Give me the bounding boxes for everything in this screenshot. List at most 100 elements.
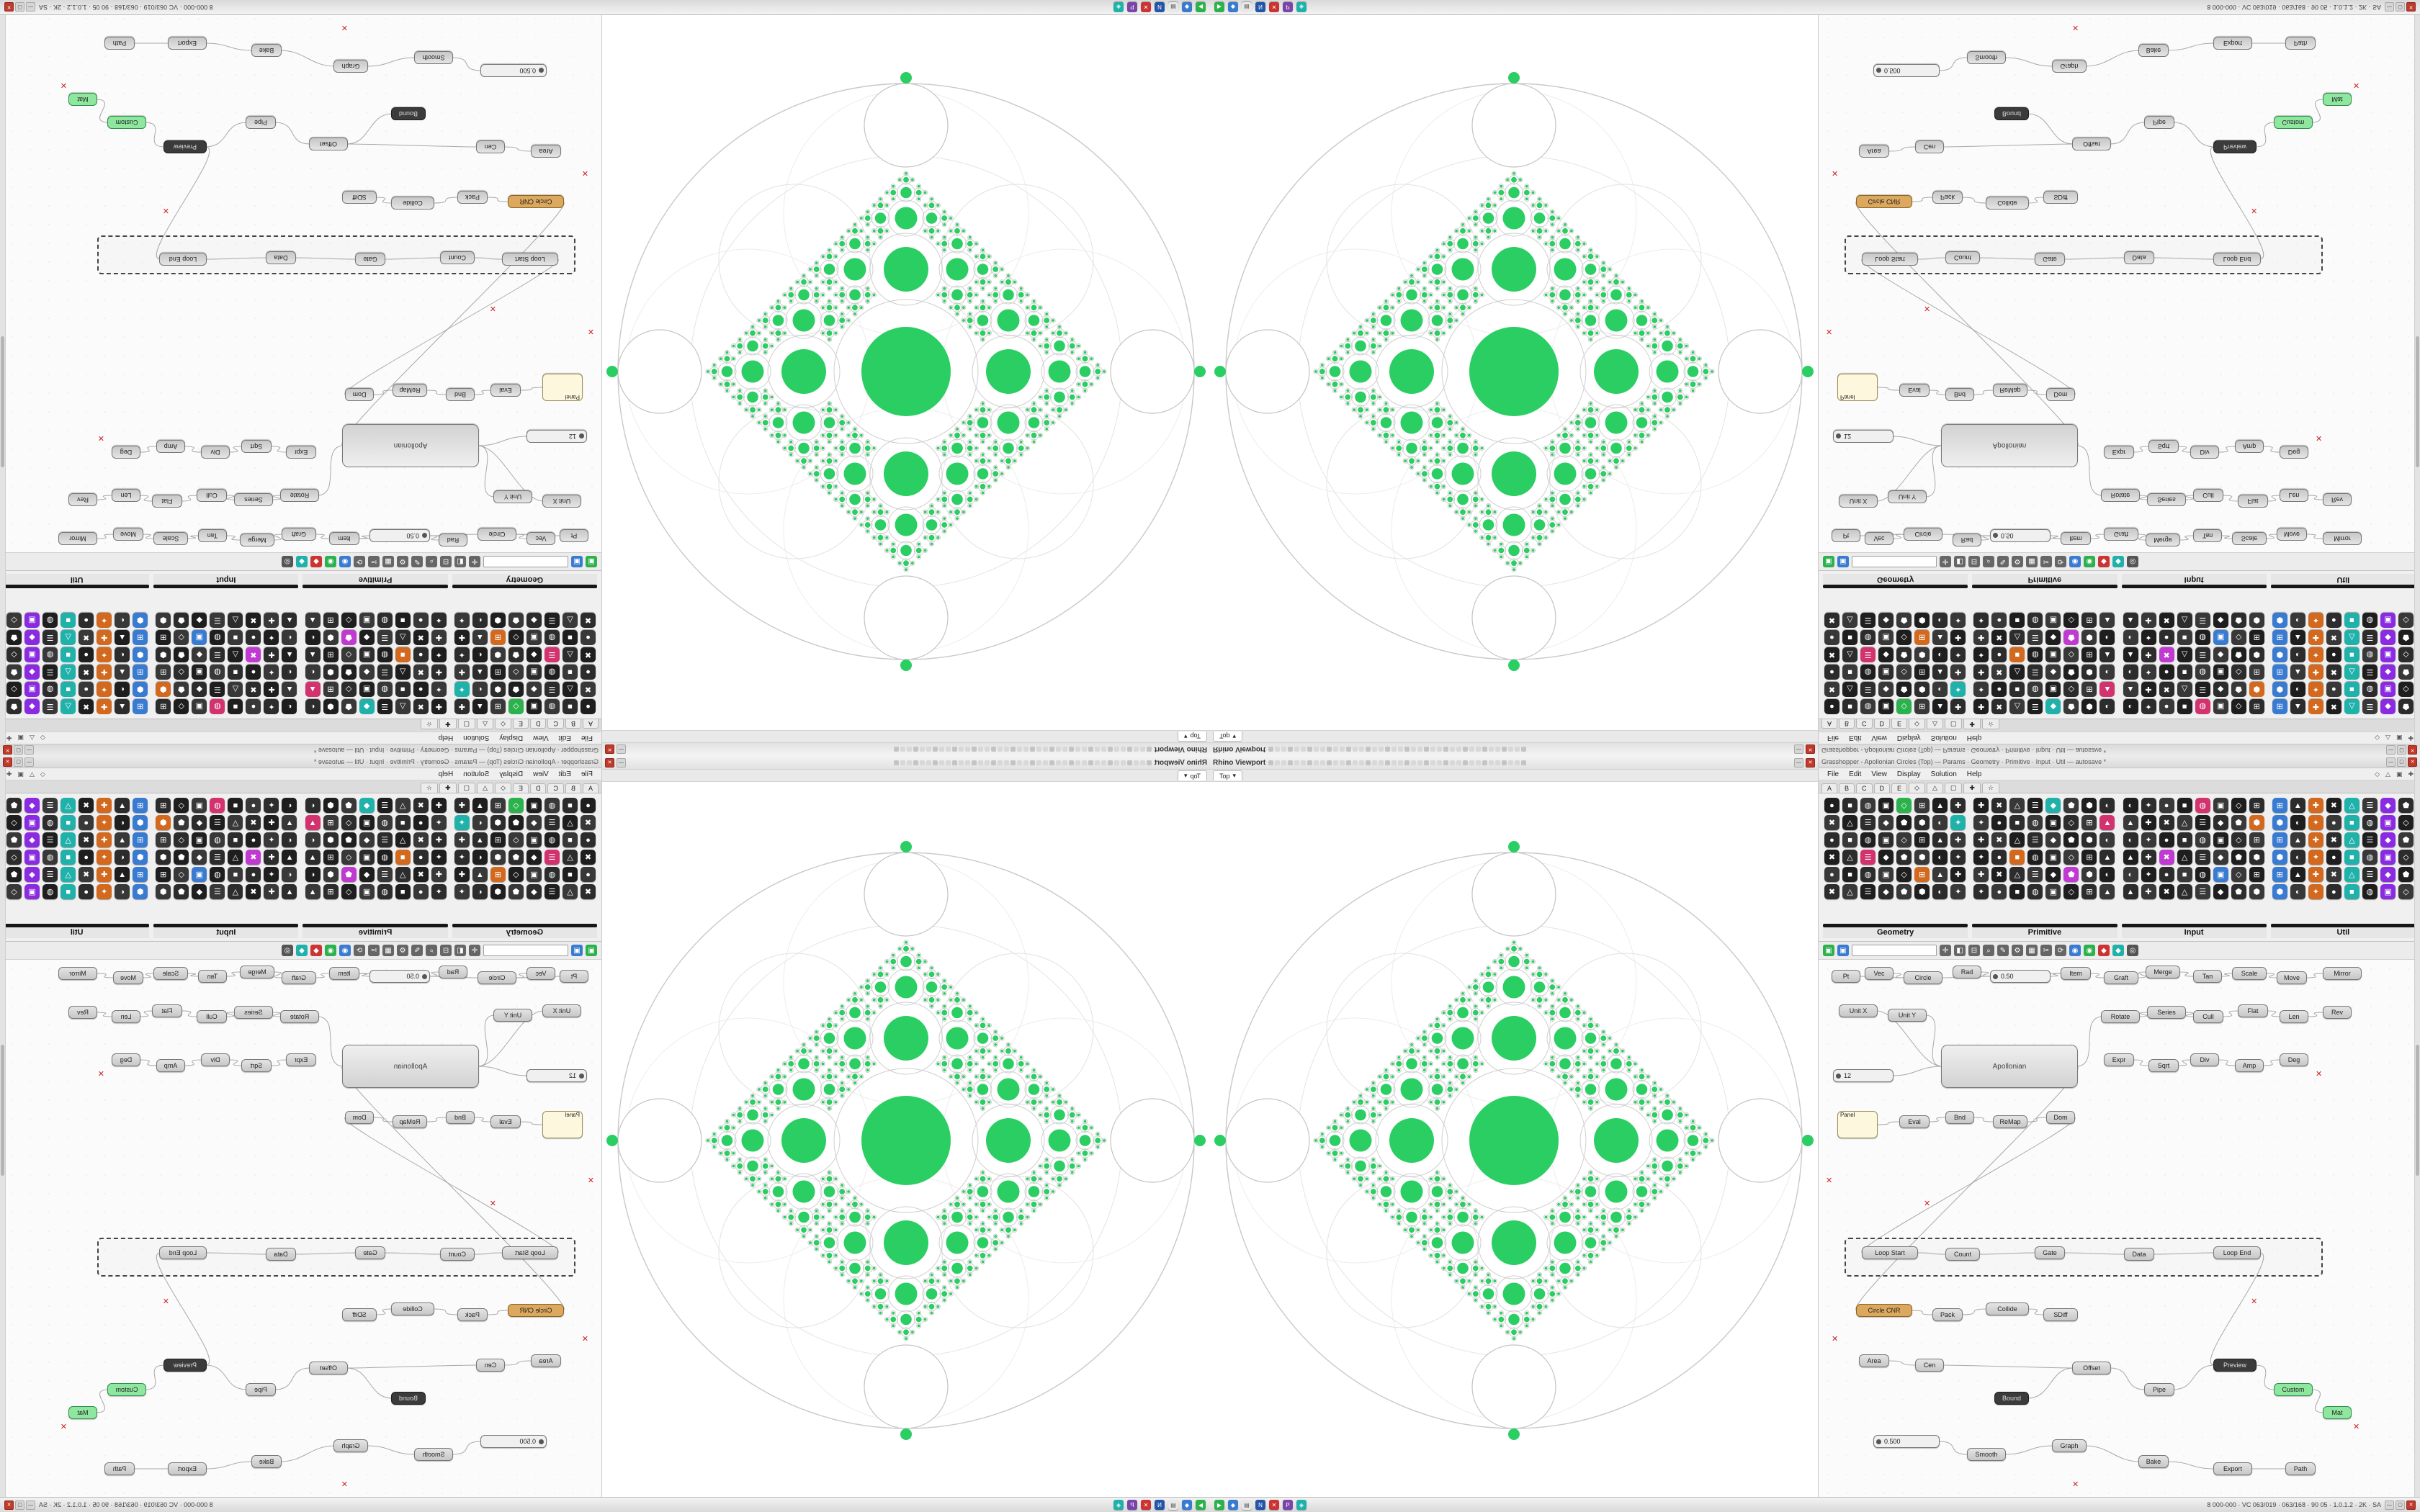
component-icon[interactable]: ⬢ (1914, 682, 1930, 697)
gh-node-offset[interactable]: Offset (2072, 1362, 2111, 1374)
viewport-mini-icon[interactable] (951, 760, 957, 765)
gh-node-loop-start[interactable]: Loop Start (1862, 1246, 1918, 1259)
component-icon[interactable]: ⬢ (323, 665, 339, 680)
component-icon[interactable]: ✚ (431, 798, 447, 813)
component-icon[interactable]: ⬢ (2081, 867, 2097, 882)
component-icon[interactable]: ◐ (1932, 850, 1948, 865)
component-icon[interactable]: ✚ (1950, 699, 1966, 714)
component-icon[interactable]: ◇ (6, 884, 22, 899)
component-icon[interactable]: ◐ (115, 884, 130, 899)
component-icon[interactable]: ✦ (454, 850, 470, 865)
component-icon[interactable]: ▣ (1878, 798, 1894, 813)
gh-node-circle-cnr[interactable]: Circle CNR (508, 195, 564, 208)
component-icon[interactable]: ▲ (305, 815, 321, 830)
component-icon[interactable]: ✚ (97, 630, 112, 645)
gh-node-flat[interactable]: Flat (2238, 495, 2268, 508)
component-icon[interactable]: ◐ (2099, 867, 2115, 882)
viewport-mini-icon[interactable] (1320, 760, 1326, 765)
component-icon[interactable]: ✚ (1950, 867, 1966, 882)
gh-node-bnd[interactable]: Bnd (446, 388, 475, 401)
component-icon[interactable]: ▲ (282, 815, 297, 830)
component-icon[interactable]: ● (1824, 630, 1839, 645)
component-icon[interactable]: ◆ (24, 867, 40, 882)
component-icon[interactable]: ✖ (581, 850, 596, 865)
component-icon[interactable]: ⬢ (2249, 815, 2264, 830)
menu-item-solution[interactable]: Solution (463, 734, 490, 742)
component-icon[interactable]: ▣ (1878, 630, 1894, 645)
app-red-icon[interactable]: ✕ (1269, 2, 1279, 12)
gh-node-circle[interactable]: Circle (478, 971, 516, 984)
gh-node-circle-cnr[interactable]: Circle CNR (1856, 1304, 1912, 1317)
gh-node-flat[interactable]: Flat (152, 1004, 182, 1017)
viewport-mini-icon[interactable] (1430, 760, 1436, 765)
gh-node-bake[interactable]: Bake (2138, 1455, 2169, 1468)
component-icon[interactable]: ✦ (97, 647, 112, 662)
component-icon[interactable]: ■ (60, 815, 76, 830)
gh-node-tan[interactable]: Tan (2193, 529, 2222, 542)
component-icon[interactable]: △ (2009, 699, 2025, 714)
component-icon[interactable]: ⬟ (341, 665, 357, 680)
palette-expand-bar[interactable] (302, 585, 448, 588)
component-icon[interactable]: ▣ (2380, 850, 2396, 865)
component-icon[interactable]: ⊞ (323, 815, 339, 830)
slider-handle[interactable] (1993, 973, 1998, 979)
menu-item-file[interactable]: File (1827, 770, 1839, 778)
component-icon[interactable]: ◆ (192, 850, 207, 865)
component-icon[interactable]: ⊞ (1914, 630, 1930, 645)
component-icon[interactable]: ● (2326, 613, 2341, 628)
component-icon[interactable]: ◍ (2362, 815, 2378, 830)
component-icon[interactable]: ◐ (2123, 665, 2138, 680)
edit-icon[interactable]: ✎ (1997, 945, 2009, 956)
component-icon[interactable]: ▲ (282, 884, 297, 899)
component-icon[interactable]: △ (2009, 665, 2025, 680)
component-icon[interactable]: ✖ (2326, 867, 2341, 882)
preview-blue-icon[interactable]: ◉ (339, 945, 351, 956)
gh-node-sqrt[interactable]: Sqrt (2148, 440, 2179, 453)
gh-node-path[interactable]: Path (2285, 37, 2316, 50)
gh-node-loop-end[interactable]: Loop End (2213, 253, 2261, 266)
app-navy-icon[interactable]: N (1155, 2, 1165, 12)
component-icon[interactable]: ▣ (526, 867, 542, 882)
component-icon[interactable]: ▣ (24, 850, 40, 865)
viewport-mini-icon[interactable] (1515, 760, 1520, 765)
viewport-mini-icon[interactable] (1359, 747, 1365, 752)
gh-node-pipe[interactable]: Pipe (2144, 116, 2174, 129)
component-icon[interactable]: ◍ (1860, 665, 1876, 680)
component-icon[interactable]: ✦ (1950, 884, 1966, 899)
component-icon[interactable]: ◐ (282, 665, 297, 680)
viewport-mini-icon[interactable] (984, 760, 990, 765)
component-icon[interactable]: ◆ (526, 884, 542, 899)
component-icon[interactable]: ■ (228, 798, 243, 813)
gh-node-export[interactable]: Export (2213, 1462, 2252, 1475)
component-icon[interactable]: △ (562, 613, 578, 628)
palette-expand-bar[interactable] (4, 585, 150, 588)
component-icon[interactable]: △ (562, 850, 578, 865)
component-icon[interactable]: ■ (2177, 630, 2192, 645)
gh-node-rad[interactable]: Rad (1953, 966, 1981, 978)
minimize-icon[interactable]: — (2385, 2, 2394, 12)
viewport-mini-icon[interactable] (1042, 760, 1048, 765)
viewport-mini-icon[interactable] (1417, 747, 1423, 752)
component-icon[interactable]: ◍ (210, 665, 225, 680)
component-icon[interactable]: ◆ (24, 798, 40, 813)
gh-node-preview[interactable]: Preview (163, 140, 207, 153)
component-icon[interactable]: ⬢ (133, 850, 148, 865)
component-icon[interactable]: ☰ (42, 798, 58, 813)
component-icon[interactable]: ■ (60, 613, 76, 628)
gh-node-div[interactable]: Div (201, 446, 230, 459)
gh-node-0-500[interactable]: 0.500 (1873, 1435, 1940, 1448)
component-icon[interactable]: ◆ (2045, 798, 2061, 813)
palette-expand-bar[interactable] (153, 585, 299, 588)
gh-node-scale[interactable]: Scale (153, 532, 188, 545)
component-icon[interactable]: ▲ (472, 665, 488, 680)
component-icon[interactable]: ✖ (413, 665, 429, 680)
component-icon[interactable]: ⊞ (156, 867, 171, 882)
component-icon[interactable]: ✦ (1950, 647, 1966, 662)
component-icon[interactable]: ▣ (2045, 647, 2061, 662)
viewport-canvas[interactable] (1210, 782, 1818, 1497)
gh-node-mirror[interactable]: Mirror (2323, 967, 2362, 980)
gh-node-pt[interactable]: Pt (560, 529, 588, 542)
component-icon[interactable]: ⬢ (490, 850, 506, 865)
gh-node-cen[interactable]: Cen (476, 1359, 505, 1372)
component-icon[interactable]: ✖ (581, 613, 596, 628)
